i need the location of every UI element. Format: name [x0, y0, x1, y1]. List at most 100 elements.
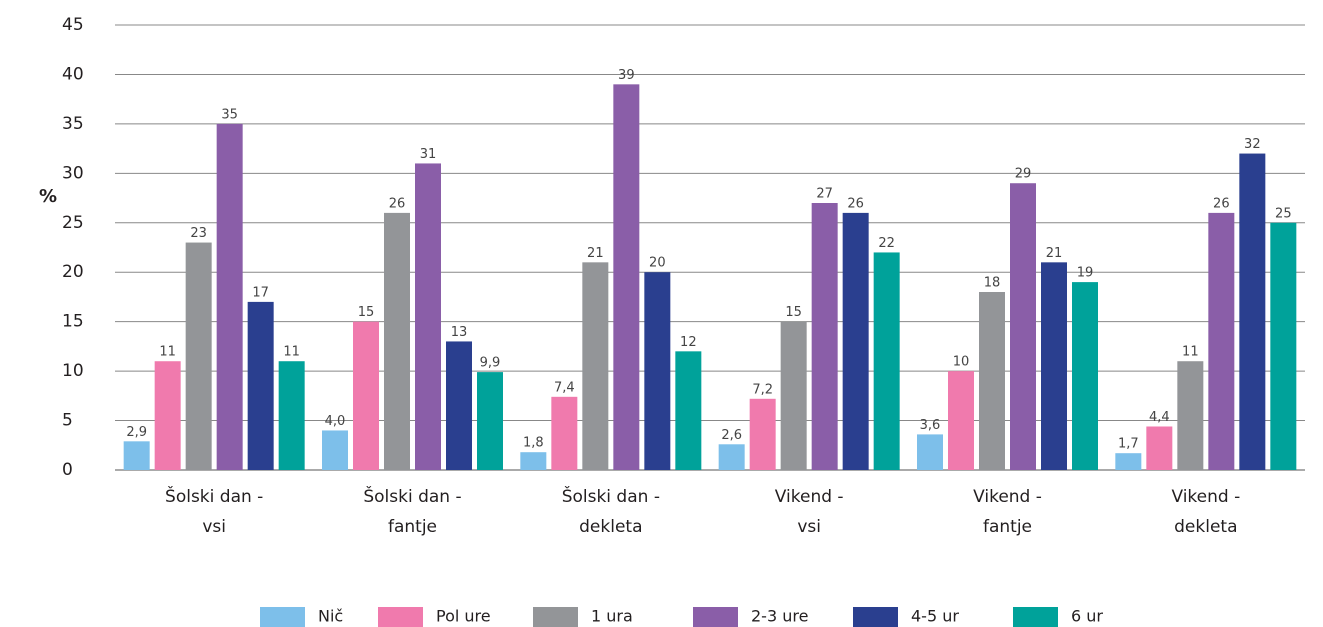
- bar: [322, 430, 348, 470]
- value-label: 15: [785, 305, 802, 320]
- bar: [353, 321, 379, 470]
- legend-swatch: [378, 607, 423, 627]
- bar: [1072, 282, 1098, 470]
- legend-label: 1 ura: [591, 607, 633, 626]
- legend-swatch: [533, 607, 578, 627]
- y-tick-label: 10: [62, 361, 84, 381]
- y-tick-label: 5: [62, 411, 73, 431]
- legend-label: 2-3 ure: [751, 607, 808, 626]
- value-label: 27: [816, 187, 833, 202]
- bar: [1010, 183, 1036, 470]
- x-tick-label: dekleta: [579, 517, 642, 537]
- x-tick-label: fantje: [388, 517, 437, 537]
- bar: [613, 84, 640, 470]
- bar: [644, 272, 671, 470]
- legend-swatch: [1013, 607, 1058, 627]
- y-axis-label: %: [39, 186, 57, 207]
- value-label: 39: [618, 68, 635, 83]
- value-label: 20: [649, 256, 666, 271]
- value-label: 2,6: [721, 428, 742, 443]
- value-label: 9,9: [480, 356, 501, 371]
- bar: [247, 301, 274, 470]
- value-label: 12: [680, 335, 697, 350]
- value-label: 1,8: [523, 436, 544, 451]
- bar: [154, 361, 181, 470]
- value-label: 17: [252, 285, 269, 300]
- bar: [446, 341, 472, 470]
- value-label: 23: [190, 226, 207, 241]
- bar: [477, 372, 503, 470]
- bar: [873, 252, 900, 470]
- bar: [842, 212, 869, 470]
- legend-swatch: [693, 607, 738, 627]
- legend-label: 4-5 ur: [911, 607, 959, 626]
- legend-swatch: [853, 607, 898, 627]
- value-label: 10: [953, 355, 970, 370]
- legend-label: Pol ure: [436, 607, 491, 626]
- y-tick-label: 0: [62, 460, 73, 480]
- value-label: 26: [389, 196, 406, 211]
- value-label: 35: [221, 107, 238, 122]
- x-tick-label: dekleta: [1174, 517, 1237, 537]
- y-tick-label: 40: [62, 64, 84, 84]
- bar: [415, 163, 441, 470]
- bar: [1177, 361, 1204, 470]
- bar: [780, 321, 807, 470]
- value-label: 21: [1046, 246, 1063, 261]
- value-label: 22: [878, 236, 895, 251]
- x-tick-label: vsi: [202, 517, 226, 537]
- value-label: 19: [1077, 266, 1094, 281]
- value-label: 15: [358, 305, 375, 320]
- value-label: 11: [159, 345, 176, 360]
- legend-label: Nič: [318, 607, 343, 626]
- bar: [1146, 426, 1173, 470]
- value-label: 2,9: [126, 425, 147, 440]
- value-label: 4,0: [325, 414, 346, 429]
- bar: [749, 398, 776, 470]
- x-tick-label: Šolski dan -: [363, 485, 461, 507]
- bar: [582, 262, 609, 470]
- bar: [979, 292, 1005, 470]
- bar: [718, 444, 745, 470]
- value-label: 18: [984, 276, 1001, 291]
- bar: [917, 434, 943, 470]
- y-tick-label: 30: [62, 163, 84, 183]
- value-label: 7,4: [554, 380, 575, 395]
- bar: [520, 452, 547, 470]
- bar: [1115, 453, 1142, 470]
- value-label: 26: [847, 196, 864, 211]
- bar: [123, 441, 150, 470]
- value-label: 21: [587, 246, 604, 261]
- y-tick-label: 35: [62, 114, 84, 134]
- y-tick-label: 45: [62, 15, 84, 35]
- value-label: 11: [283, 345, 300, 360]
- bar: [216, 123, 243, 470]
- x-tick-label: Vikend -: [973, 487, 1042, 507]
- value-label: 31: [420, 147, 437, 162]
- x-tick-label: Šolski dan -: [165, 485, 263, 507]
- x-tick-label: Vikend -: [1171, 487, 1240, 507]
- bar: [1270, 222, 1297, 470]
- value-label: 29: [1015, 167, 1032, 182]
- x-tick-label: Šolski dan -: [562, 485, 660, 507]
- value-label: 7,2: [752, 382, 773, 397]
- value-label: 13: [451, 325, 468, 340]
- bar: [1208, 212, 1235, 470]
- bar: [278, 361, 305, 470]
- x-tick-label: Vikend -: [775, 487, 844, 507]
- value-label: 1,7: [1118, 437, 1139, 452]
- bar: [1041, 262, 1067, 470]
- bar: [1239, 153, 1266, 471]
- value-label: 4,4: [1149, 410, 1170, 425]
- x-tick-label: fantje: [983, 517, 1032, 537]
- value-label: 26: [1213, 196, 1230, 211]
- value-label: 32: [1244, 137, 1261, 152]
- value-label: 3,6: [920, 418, 941, 433]
- bar: [185, 242, 212, 470]
- x-tick-label: vsi: [797, 517, 821, 537]
- y-tick-label: 25: [62, 213, 84, 233]
- y-tick-label: 20: [62, 262, 84, 282]
- value-label: 11: [1182, 345, 1199, 360]
- legend-label: 6 ur: [1071, 607, 1103, 626]
